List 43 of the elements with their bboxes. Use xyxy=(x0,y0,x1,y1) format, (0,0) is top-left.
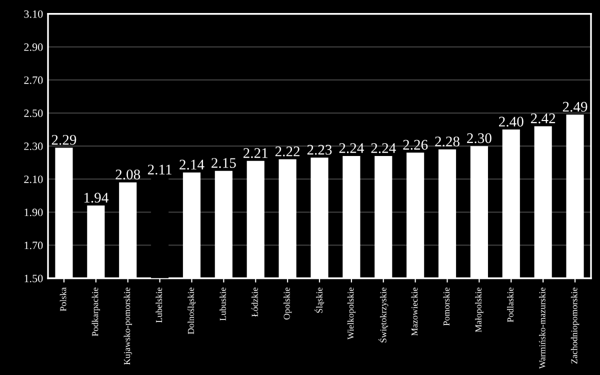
x-tick-label: Warmińsko-mazurskie xyxy=(538,288,546,369)
data-label: 1.94 xyxy=(84,192,108,203)
x-tick-label: Podkarpackie xyxy=(92,288,100,336)
y-tick-label: 2.10 xyxy=(24,176,43,184)
data-label: 2.24 xyxy=(371,143,396,154)
x-tick-label: Pomorskie xyxy=(443,288,450,326)
x-tick-label: Opolskie xyxy=(283,288,292,320)
data-label: 2.08 xyxy=(116,170,140,180)
x-tick-label: Zachodniopomorskie xyxy=(570,288,580,364)
x-tick-label: Łódzkie xyxy=(252,288,258,317)
y-tick-label: 2.90 xyxy=(24,43,43,51)
data-label: 2.49 xyxy=(562,102,588,112)
data-label: 2.29 xyxy=(52,134,76,145)
data-label: 2.21 xyxy=(244,148,268,158)
x-tick-label: Polska xyxy=(60,287,66,312)
y-tick-label: 2.30 xyxy=(24,142,43,150)
x-tick-label: Małopolskie xyxy=(475,288,484,332)
y-tick-label: 2.50 xyxy=(24,109,43,118)
y-tick-label: 3.10 xyxy=(24,10,43,18)
x-tick-label: Lubelskie xyxy=(156,288,162,323)
data-label: 2.22 xyxy=(275,146,300,156)
data-label: 2.23 xyxy=(307,144,332,155)
y-tick-label: 1.50 xyxy=(24,274,43,282)
x-tick-label: Podlaskie xyxy=(507,288,514,322)
y-tick-label: 1.70 xyxy=(24,242,43,250)
data-label: 2.26 xyxy=(403,140,428,150)
x-tick-label: Dolnośląskie xyxy=(188,288,196,334)
x-tick-label: Mazowieckie xyxy=(411,288,418,336)
x-tick-label: Śląskie xyxy=(314,288,324,313)
data-label: 2.24 xyxy=(339,143,364,154)
y-tick-label: 2.70 xyxy=(24,76,43,84)
x-tick-label: Lubuskie xyxy=(220,288,226,321)
data-label: 2.14 xyxy=(180,160,204,170)
x-tick-label: Świętokrzyskie xyxy=(378,288,388,342)
data-label: 2.11 xyxy=(148,164,172,175)
data-label: 2.28 xyxy=(435,136,460,146)
x-tick-label: Wielkopolskie xyxy=(347,288,356,340)
data-label: 2.30 xyxy=(467,133,492,144)
x-tick-label: Kujawsko-pomorskie xyxy=(124,288,132,365)
data-label: 2.42 xyxy=(530,113,556,124)
y-tick-label: 1.90 xyxy=(24,208,43,216)
data-label: 2.40 xyxy=(499,116,524,127)
data-label: 2.15 xyxy=(212,158,236,168)
